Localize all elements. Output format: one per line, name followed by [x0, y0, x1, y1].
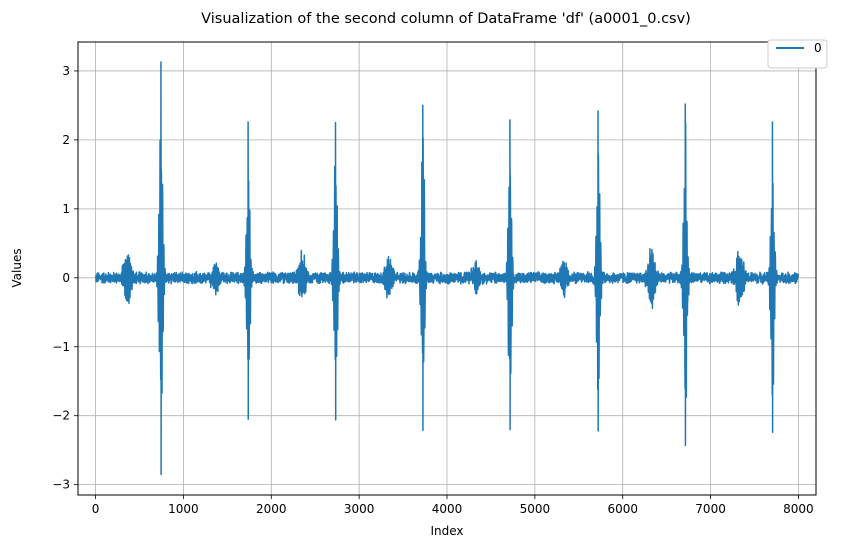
- y-tick-label: −2: [52, 409, 70, 423]
- x-axis-label: Index: [430, 524, 463, 538]
- y-tick-label: −3: [52, 478, 70, 492]
- series-layer: [94, 61, 799, 476]
- x-axis: 0 1000 2000 3000 4000 5000 6000 7000 8000: [92, 495, 814, 516]
- y-tick-label: 0: [62, 271, 70, 285]
- y-tick-label: 1: [62, 202, 70, 216]
- x-tick-label: 5000: [520, 502, 551, 516]
- series-line-0: [94, 61, 799, 476]
- chart-title: Visualization of the second column of Da…: [201, 11, 691, 27]
- x-tick-label: 6000: [607, 502, 638, 516]
- x-tick-label: 7000: [695, 502, 726, 516]
- y-tick-label: 3: [62, 64, 70, 78]
- y-tick-label: −1: [52, 340, 70, 354]
- grid-lines: [78, 42, 816, 495]
- x-tick-label: 4000: [432, 502, 463, 516]
- legend: 0: [767, 39, 828, 69]
- y-tick-label: 2: [62, 133, 70, 147]
- legend-label: 0: [814, 41, 822, 55]
- x-tick-label: 1000: [168, 502, 199, 516]
- x-tick-label: 3000: [344, 502, 375, 516]
- x-tick-label: 8000: [783, 502, 814, 516]
- y-axis-label: Values: [10, 248, 24, 287]
- x-tick-label: 0: [92, 502, 100, 516]
- x-tick-label: 2000: [256, 502, 287, 516]
- y-axis: −3 −2 −1 0 1 2 3: [52, 64, 78, 492]
